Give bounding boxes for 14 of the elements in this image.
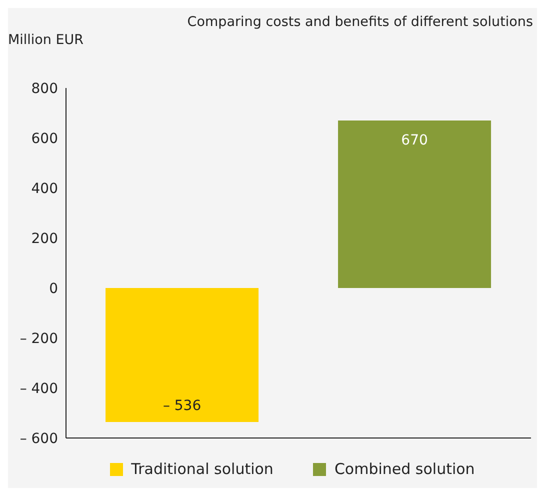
y-tick-label: 600 — [31, 130, 58, 147]
y-tick-label: 200 — [31, 230, 58, 247]
y-axis-title: Million EUR — [8, 32, 84, 48]
data-label: 670 — [401, 132, 428, 148]
legend-label: Combined solution — [334, 460, 475, 478]
data-label: – 536 — [162, 398, 202, 414]
chart-title: Comparing costs and benefits of different solutions — [187, 14, 533, 30]
y-tick-label: 0 — [49, 280, 58, 297]
y-tick-label: – 200 — [20, 330, 58, 347]
y-tick-label: 800 — [31, 80, 58, 97]
y-tick-label: – 400 — [20, 380, 58, 397]
y-tick-label: 400 — [31, 180, 58, 197]
legend-label: Traditional solution — [131, 460, 274, 478]
y-tick-label: – 600 — [20, 430, 58, 447]
